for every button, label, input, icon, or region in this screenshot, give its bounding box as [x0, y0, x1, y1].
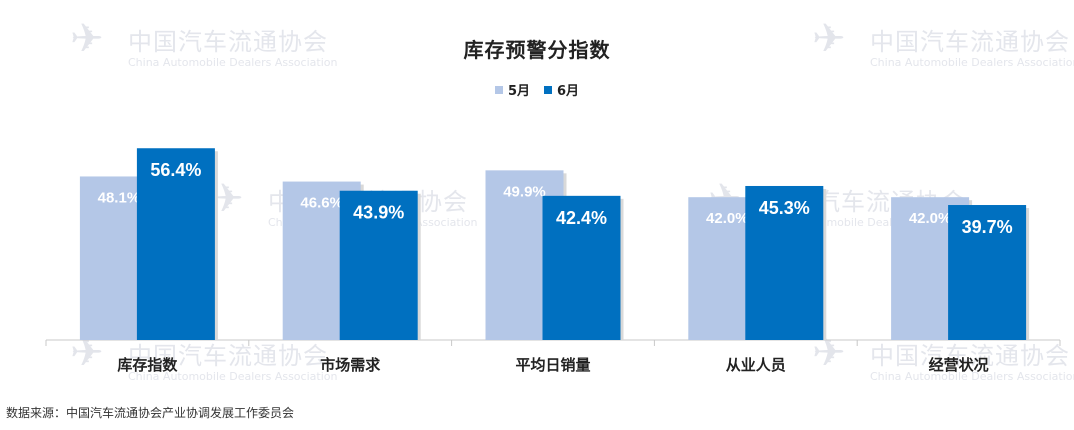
bar-value-label: 39.7% [962, 217, 1013, 237]
legend-item-may: 5月 [494, 80, 530, 99]
bar-june [339, 190, 418, 340]
category-label: 从业人员 [726, 356, 786, 374]
legend-item-june: 6月 [544, 80, 579, 99]
bar-june [745, 185, 824, 340]
legend-label-may: 5月 [507, 84, 530, 99]
bar-value-label: 43.9% [353, 203, 404, 223]
bar-value-label: 42.0% [909, 210, 952, 227]
category-label: 库存指数 [117, 356, 178, 374]
bar-value-label: 48.1% [98, 189, 141, 206]
legend-swatch-may [494, 85, 503, 94]
chart-title: 库存预警分指数 [463, 38, 611, 62]
bar-value-label: 42.0% [706, 210, 749, 227]
legend-swatch-june [544, 85, 552, 94]
bar-value-label: 46.6% [300, 195, 343, 212]
bar-value-label: 45.3% [759, 198, 810, 218]
chart-legend: 5月 6月 [0, 80, 1074, 99]
bar-chart: 48.1% 56.4% 库存指数 46.6% 43.9% 市场需求 49.9% 42.4% 平均… [45, 148, 1061, 374]
bar-june [136, 148, 215, 340]
bar-june [542, 195, 621, 340]
category-label: 经营状况 [929, 356, 989, 374]
data-source-note: 数据来源：中国汽车流通协会产业协调发展工作委员会 [6, 406, 295, 420]
bar-june [948, 205, 1027, 340]
category-label: 市场需求 [320, 356, 381, 374]
bar-value-label: 42.4% [556, 208, 607, 228]
category-label: 平均日销量 [515, 356, 590, 374]
legend-label-june: 6月 [557, 84, 580, 99]
bar-value-label: 49.9% [503, 183, 546, 200]
bar-value-label: 56.4% [150, 160, 201, 180]
